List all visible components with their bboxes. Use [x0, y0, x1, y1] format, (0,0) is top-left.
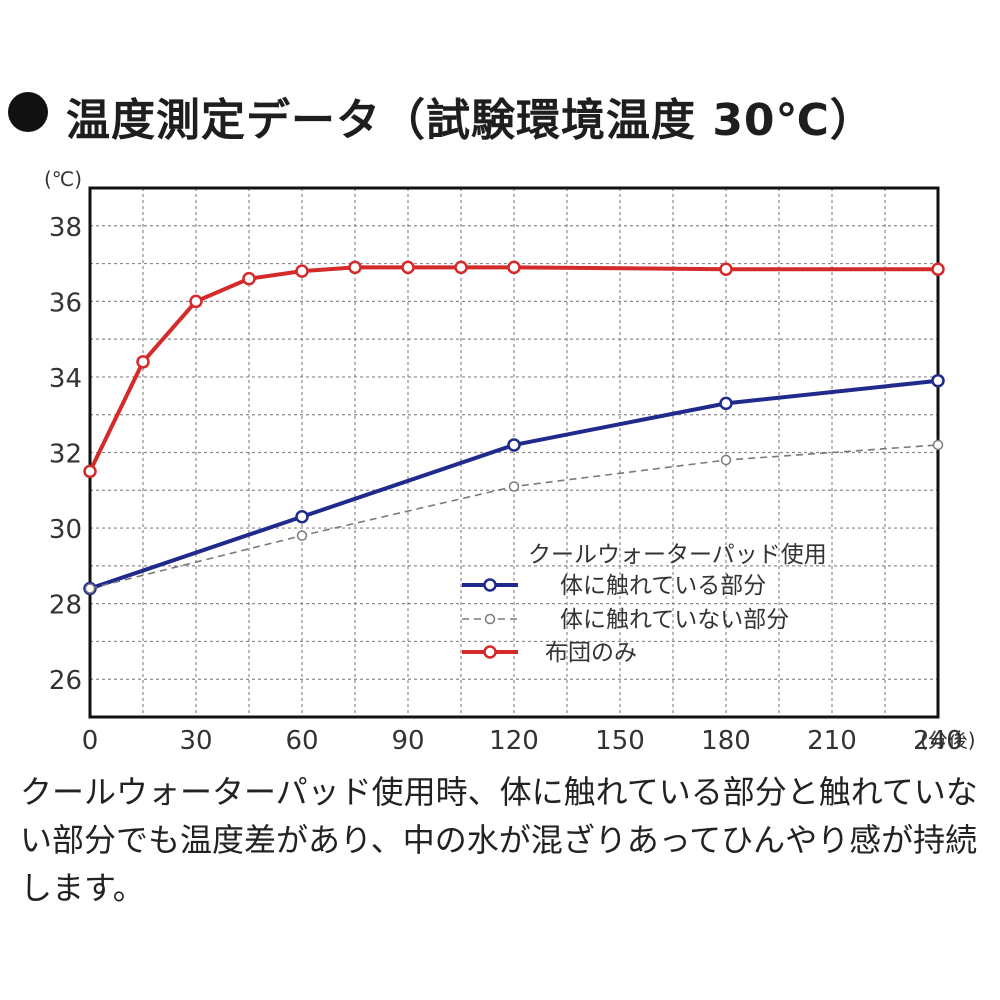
- data-point-series-3: [507, 260, 521, 275]
- data-point-series-3: [242, 271, 256, 286]
- temperature-chart: 26 28 30 32 34 36 38 (℃) 0 30 60 90 120 150 180 210 240(…: [44, 167, 976, 756]
- data-point-series-3: [295, 264, 309, 278]
- y-tick-label: 28: [49, 591, 82, 621]
- data-point-series-2: [932, 439, 944, 451]
- data-point-series-1: [507, 438, 521, 452]
- title-row: 温度測定データ（試験環境温度 30℃）: [0, 78, 1000, 148]
- axes: 26 28 30 32 34 36 38 (℃) 0 30 60 90 120 150 180 210 240(…: [44, 167, 976, 756]
- data-point-series-3: [136, 355, 150, 369]
- data-point-series-3: [348, 260, 362, 275]
- data-point-series-1: [931, 373, 945, 388]
- y-tick-label: 34: [49, 364, 82, 394]
- data-point-series-2: [508, 481, 520, 492]
- data-point-series-3: [931, 262, 945, 276]
- legend-swatch-marker-3: [483, 645, 497, 659]
- x-tick-label: 120: [489, 726, 539, 756]
- x-tick-label: 60: [285, 726, 318, 756]
- x-axis-label: (分後): [920, 728, 976, 752]
- x-tick-label: 90: [391, 726, 424, 756]
- y-tick-label: 32: [49, 440, 82, 470]
- x-tick-label: 150: [595, 726, 645, 756]
- data-point-series-2: [720, 454, 732, 466]
- data-point-series-3: [401, 260, 415, 275]
- y-axis-label: (℃): [44, 167, 82, 191]
- data-point-series-3: [189, 294, 203, 309]
- data-point-series-1: [719, 396, 733, 411]
- legend-title: クールウォーターパッド使用: [528, 542, 827, 568]
- data-point-series-2: [296, 530, 308, 541]
- data-point-series-3: [83, 464, 97, 479]
- x-tick-label: 180: [701, 726, 751, 756]
- x-tick-label: 210: [807, 726, 857, 756]
- plot-frame: [88, 186, 940, 719]
- title-bullet-icon: [8, 92, 48, 132]
- series-lines: [83, 260, 945, 596]
- legend-label: 布団のみ: [545, 640, 637, 666]
- legend-swatch-marker-1: [483, 578, 497, 592]
- data-point-series-2: [84, 583, 96, 594]
- x-tick-label: 240: [913, 726, 963, 756]
- legend-label: 体に触れている部分: [560, 573, 766, 599]
- data-point-series-3: [454, 260, 468, 275]
- legend-swatch-marker-2: [484, 613, 496, 625]
- data-point-series-1: [295, 509, 309, 524]
- description-text: クールウォーターパッド使用時、体に触れている部分と触れていない部分でも温度差があ…: [20, 773, 978, 907]
- y-tick-label: 38: [49, 213, 82, 243]
- legend-label: 体に触れていない部分: [560, 607, 789, 633]
- x-tick-label: 30: [179, 726, 212, 756]
- chart-title: 温度測定データ（試験環境温度 30℃）: [66, 95, 875, 146]
- y-tick-label: 26: [49, 666, 82, 696]
- y-tick-label: 36: [49, 288, 82, 318]
- x-tick-label: 0: [82, 726, 99, 756]
- y-tick-label: 30: [49, 515, 82, 545]
- data-point-series-3: [719, 262, 733, 276]
